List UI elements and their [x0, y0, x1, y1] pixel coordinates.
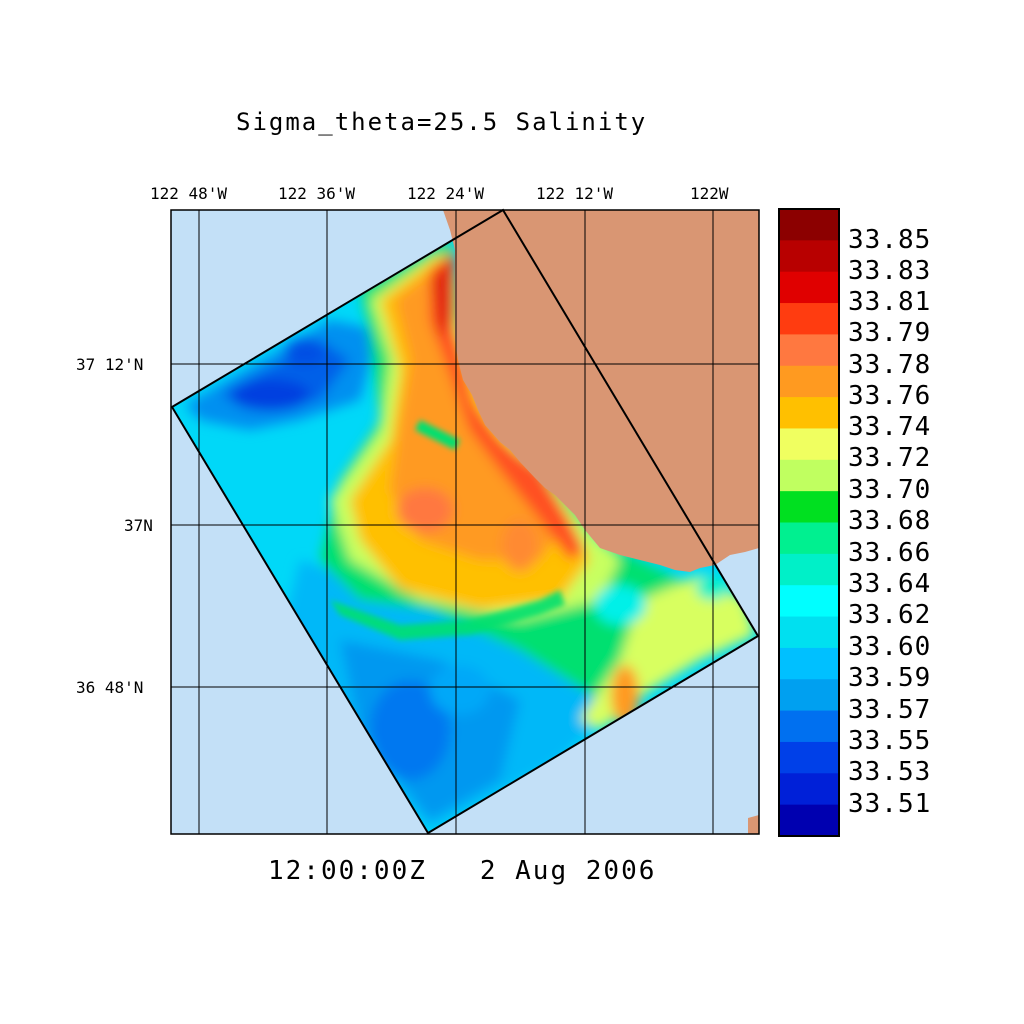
land-mass: [443, 210, 759, 572]
map-frame: [170, 209, 760, 835]
colorbar-label: 33.76: [848, 381, 932, 411]
colorbar-label: 33.85: [848, 225, 932, 255]
colorbar-label: 33.51: [848, 789, 932, 819]
lat-tick-label: 37 12'N: [76, 355, 144, 374]
colorbar-label: 33.68: [848, 506, 932, 536]
colorbar-swatch: [779, 397, 839, 430]
colorbar-swatch: [779, 741, 839, 774]
graticule: [171, 210, 759, 834]
colorbar-swatch: [779, 334, 839, 367]
model-domain-outline: [170, 208, 760, 835]
colorbar-label: 33.79: [848, 318, 932, 348]
lon-tick-label: 122 12'W: [536, 184, 614, 203]
colorbar-swatch: [779, 365, 839, 398]
colorbar-label: 33.53: [848, 757, 932, 787]
colorbar-swatch: [779, 271, 839, 304]
colorbar-swatch: [779, 710, 839, 743]
colorbar-swatch: [779, 240, 839, 273]
colorbar-swatch: [779, 428, 839, 461]
colorbar-swatch: [779, 209, 839, 241]
colorbar-label: 33.57: [848, 695, 932, 725]
lon-tick-label: 122 24'W: [407, 184, 485, 203]
colorbar-swatch: [779, 647, 839, 680]
colorbar-label: 33.55: [848, 726, 932, 756]
colorbar-swatch: [779, 679, 839, 712]
colorbar-swatch: [779, 616, 839, 649]
colorbar: [778, 208, 840, 837]
colorbar-swatch: [779, 553, 839, 586]
colorbar-swatch: [779, 773, 839, 806]
colorbar-label: 33.72: [848, 443, 932, 473]
timestamp-label: 12:00:00Z 2 Aug 2006: [268, 856, 657, 886]
colorbar-label: 33.81: [848, 287, 932, 317]
colorbar-label: 33.66: [848, 538, 932, 568]
lat-tick-label: 36 48'N: [76, 678, 144, 697]
lon-tick-label: 122 48'W: [150, 184, 228, 203]
lon-tick-label: 122W: [690, 184, 729, 203]
colorbar-label: 33.60: [848, 632, 932, 662]
colorbar-swatch: [779, 804, 839, 837]
lat-tick-label: 37N: [124, 516, 153, 535]
colorbar-label: 33.59: [848, 663, 932, 693]
land-fragment: [748, 815, 759, 834]
colorbar-label: 33.83: [848, 256, 932, 286]
colorbar-label: 33.70: [848, 475, 932, 505]
colorbar-swatch: [779, 303, 839, 335]
colorbar-swatch: [779, 491, 839, 524]
colorbar-swatch: [779, 459, 839, 492]
colorbar-label: 33.64: [848, 569, 932, 599]
colorbar-swatch: [779, 522, 839, 555]
colorbar-label: 33.78: [848, 350, 932, 380]
colorbar-label: 33.62: [848, 600, 932, 630]
lon-tick-label: 122 36'W: [278, 184, 356, 203]
colorbar-frame: [778, 208, 840, 837]
map-title: Sigma_theta=25.5 Salinity: [236, 108, 648, 136]
colorbar-swatch: [779, 585, 839, 618]
colorbar-label: 33.74: [848, 412, 932, 442]
